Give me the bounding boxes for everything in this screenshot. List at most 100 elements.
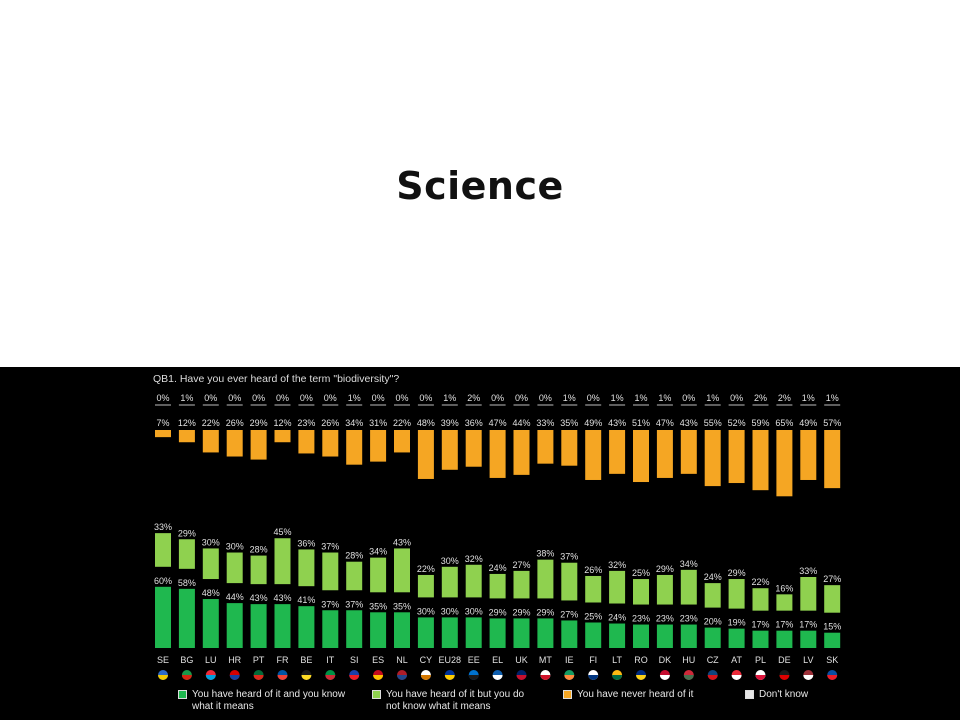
bar-heard xyxy=(824,585,841,613)
bar-know xyxy=(585,622,602,648)
value-label-never: 49% xyxy=(584,418,602,428)
country-label: PT xyxy=(253,655,265,665)
country-label: EL xyxy=(492,655,503,665)
value-label-know: 23% xyxy=(680,614,698,624)
bar-know xyxy=(728,628,745,648)
bar-never xyxy=(178,430,195,443)
bar-know xyxy=(394,612,410,648)
country-label: ES xyxy=(372,655,384,665)
value-label-dont-know: 0% xyxy=(587,393,600,403)
country-label: LU xyxy=(205,655,217,665)
value-label-never: 47% xyxy=(656,418,674,428)
bar-heard xyxy=(776,594,793,611)
value-label-heard: 33% xyxy=(154,522,172,532)
country-label: BE xyxy=(300,655,312,665)
value-label-know: 19% xyxy=(728,618,746,628)
bar-heard xyxy=(465,564,482,598)
bar-never xyxy=(824,430,841,489)
value-label-heard: 24% xyxy=(489,563,507,573)
value-label-never: 43% xyxy=(608,418,626,428)
bar-never xyxy=(680,430,697,474)
value-label-heard: 29% xyxy=(178,528,196,538)
value-label-know: 25% xyxy=(584,612,602,622)
value-label-dont-know: 0% xyxy=(730,393,743,403)
bar-never xyxy=(346,430,363,465)
value-label-dont-know: 0% xyxy=(419,393,432,403)
value-label-never: 22% xyxy=(202,418,220,428)
chart-question: QB1. Have you ever heard of the term "bi… xyxy=(153,373,400,385)
bar-heard xyxy=(656,574,673,605)
bar-heard xyxy=(633,579,649,605)
bar-never xyxy=(633,430,649,483)
flag-icon-lower xyxy=(277,675,288,680)
bar-heard xyxy=(609,570,626,604)
value-label-heard: 30% xyxy=(441,556,459,566)
bar-know xyxy=(609,623,626,648)
value-label-dont-know: 1% xyxy=(634,393,647,403)
bar-heard xyxy=(322,552,339,591)
flag-icon-lower xyxy=(181,675,192,680)
value-label-heard: 45% xyxy=(273,527,291,537)
country-label: BG xyxy=(180,655,193,665)
flag-icon-lower xyxy=(158,675,168,680)
bar-know xyxy=(417,617,434,648)
legend-swatch-never xyxy=(563,690,572,699)
bar-know xyxy=(322,610,339,648)
country-label: SE xyxy=(157,655,169,665)
value-label-know: 17% xyxy=(799,620,817,630)
bar-never xyxy=(585,430,602,480)
value-label-know: 29% xyxy=(536,607,554,617)
value-label-heard: 22% xyxy=(751,577,769,587)
bar-heard xyxy=(250,555,267,585)
flag-icon-lower xyxy=(636,675,646,680)
bar-know xyxy=(800,630,817,648)
value-label-dont-know: 0% xyxy=(372,393,385,403)
value-label-dont-know: 2% xyxy=(778,393,791,403)
country-label: LV xyxy=(803,655,813,665)
value-label-dont-know: 2% xyxy=(467,393,480,403)
country-label: AT xyxy=(731,655,742,665)
value-label-never: 36% xyxy=(465,418,483,428)
value-label-dont-know: 2% xyxy=(754,393,767,403)
bar-heard xyxy=(226,552,243,584)
country-label: UK xyxy=(515,655,528,665)
bar-know xyxy=(513,618,530,648)
bar-heard xyxy=(155,533,171,567)
slide-title: Science xyxy=(396,164,564,208)
bar-never xyxy=(728,430,745,484)
value-label-heard: 36% xyxy=(297,538,315,548)
bar-know xyxy=(274,604,291,648)
bar-know xyxy=(370,612,387,648)
country-label: MT xyxy=(539,655,552,665)
bar-heard xyxy=(417,574,434,598)
bar-heard xyxy=(537,559,554,599)
bar-heard xyxy=(441,566,458,598)
legend-swatch-dont-know xyxy=(745,690,754,699)
bar-heard xyxy=(561,562,578,601)
value-label-never: 49% xyxy=(799,418,817,428)
value-label-heard: 28% xyxy=(345,551,363,561)
value-label-dont-know: 1% xyxy=(348,393,361,403)
country-label: EU28 xyxy=(439,655,462,665)
value-label-know: 29% xyxy=(512,607,530,617)
legend-swatch-heard xyxy=(372,690,381,699)
value-label-dont-know: 0% xyxy=(682,393,695,403)
bar-never xyxy=(298,430,315,454)
bar-know xyxy=(776,630,793,648)
bar-never xyxy=(752,430,769,491)
value-label-heard: 34% xyxy=(680,559,698,569)
bar-heard xyxy=(394,548,410,593)
value-label-dont-know: 0% xyxy=(515,393,528,403)
bar-know xyxy=(489,618,506,648)
legend-label-heard: You have heard of it but you do not know… xyxy=(386,689,525,712)
value-label-know: 24% xyxy=(608,613,626,623)
flag-icon-lower xyxy=(564,675,575,680)
bar-never xyxy=(489,430,506,478)
flag-icon-lower xyxy=(205,675,216,680)
flag-icon-lower xyxy=(349,675,360,680)
value-label-never: 52% xyxy=(728,418,746,428)
bar-never xyxy=(250,430,267,460)
country-label: CY xyxy=(420,655,433,665)
value-label-heard: 32% xyxy=(608,560,626,570)
bar-never xyxy=(656,430,673,478)
